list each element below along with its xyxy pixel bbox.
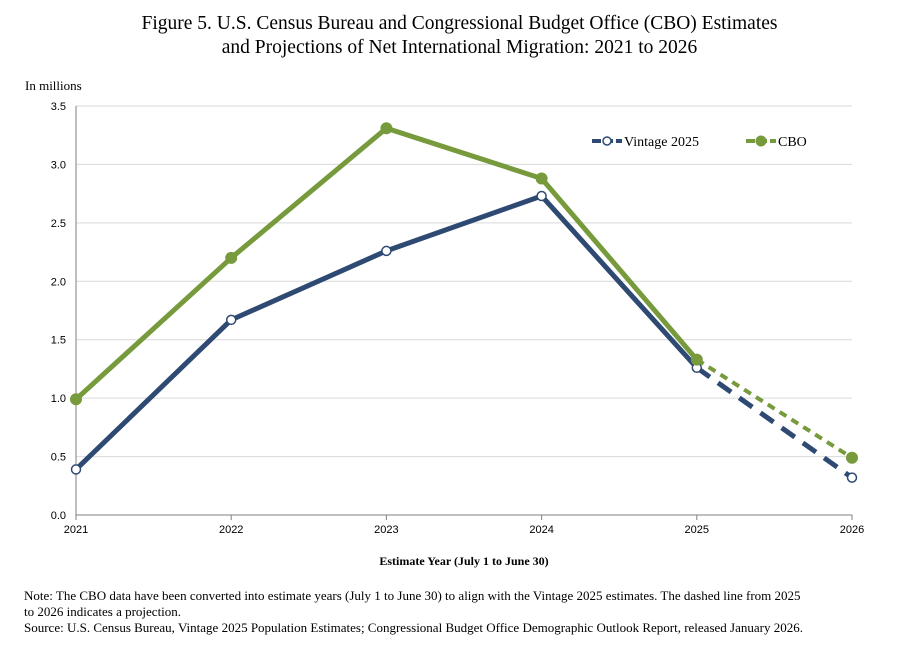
data-point-vintage-2025 xyxy=(381,245,392,257)
series-line-vintage-2025 xyxy=(73,193,700,472)
series-projection-vintage-2025 xyxy=(695,365,854,480)
data-point-cbo xyxy=(70,393,82,406)
y-tick-label: 2.0 xyxy=(51,276,66,288)
x-axis-label: Estimate Year (July 1 to June 30) xyxy=(379,554,548,568)
x-axis-ticks: 2021 2022 2023 2024 2025 2026 xyxy=(64,515,864,536)
legend-label: CBO xyxy=(778,135,807,150)
note-line-1: Note: The CBO data have been converted i… xyxy=(24,588,801,603)
y-tick-label: 2.5 xyxy=(51,218,66,230)
note-line-2: to 2026 indicates a projection. xyxy=(24,604,182,619)
legend: Vintage 2025 CBO xyxy=(592,135,807,150)
data-point-vintage-2025 xyxy=(70,464,82,475)
x-tick-label: 2023 xyxy=(374,524,398,536)
legend-swatch-marker xyxy=(602,136,612,146)
chart-title-line-2: and Projections of Net International Mig… xyxy=(221,37,698,58)
footnote: Note: The CBO data have been converted i… xyxy=(24,588,899,636)
legend-swatch-marker xyxy=(755,135,767,147)
x-tick-label: 2021 xyxy=(64,524,88,536)
data-point-cbo xyxy=(690,353,703,366)
data-point-vintage-2025 xyxy=(846,472,858,483)
x-tick-label: 2024 xyxy=(529,524,553,536)
y-axis-unit-label: In millions xyxy=(25,78,82,93)
series-lines xyxy=(70,122,858,483)
y-tick-label: 1.0 xyxy=(51,393,66,405)
gridlines xyxy=(75,105,852,516)
x-tick-label: 2025 xyxy=(685,524,709,536)
line-chart: 0.00.51.01.52.02.53.03.5 2021 2022 2023 202… xyxy=(51,101,865,568)
data-point-cbo xyxy=(225,251,238,264)
chart-title: Figure 5. U.S. Census Bureau and Congres… xyxy=(0,12,919,60)
y-tick-label: 0.5 xyxy=(51,452,66,464)
data-point-cbo xyxy=(380,122,393,135)
data-point-cbo xyxy=(846,451,858,464)
chart-title-line-1: Figure 5. U.S. Census Bureau and Congres… xyxy=(141,13,778,34)
data-point-vintage-2025 xyxy=(536,190,547,202)
data-point-cbo xyxy=(535,172,548,185)
y-tick-label: 3.5 xyxy=(51,101,66,113)
y-axis-ticks: 0.0 0.5 1.0 1.5 2.0 2.5 3.0 3.5 xyxy=(51,101,66,522)
data-point-vintage-2025 xyxy=(225,314,237,326)
x-tick-label: 2022 xyxy=(219,524,243,536)
source-line: Source: U.S. Census Bureau, Vintage 2025… xyxy=(24,620,803,635)
legend-label: Vintage 2025 xyxy=(624,135,699,150)
y-tick-label: 0.0 xyxy=(51,510,66,522)
series-projection-cbo xyxy=(695,357,854,460)
x-tick-label: 2026 xyxy=(840,524,864,536)
y-tick-label: 1.5 xyxy=(51,335,66,347)
y-tick-label: 3.0 xyxy=(51,159,66,171)
